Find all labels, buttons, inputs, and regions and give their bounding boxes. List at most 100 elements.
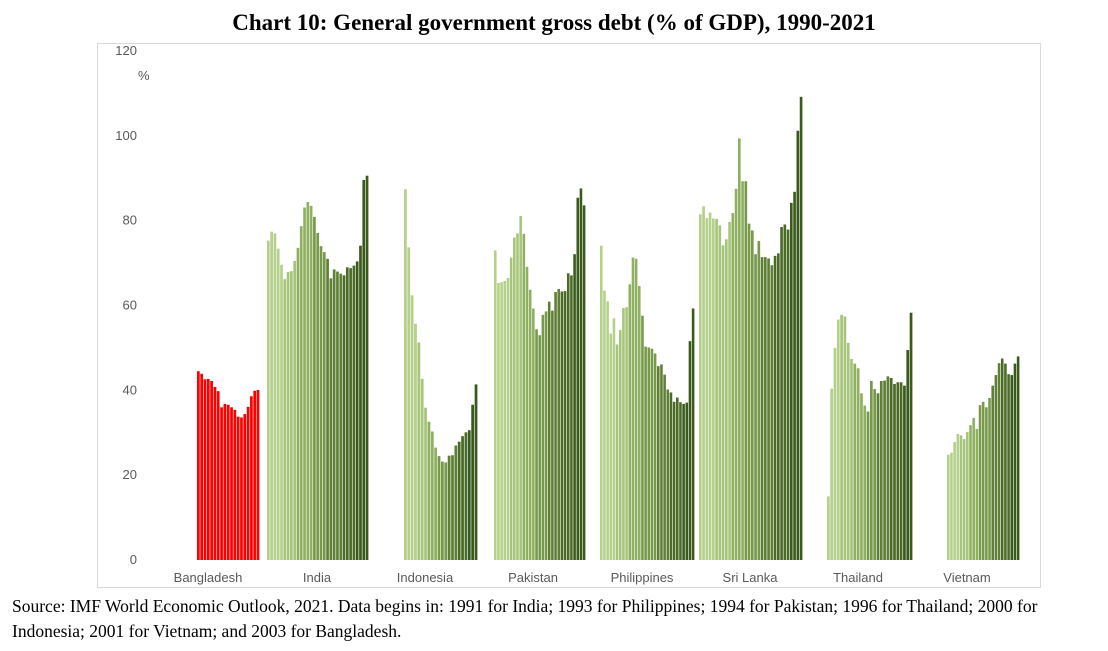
bar-india-1994 xyxy=(276,248,280,560)
bar-indonesia-2019 xyxy=(467,430,471,560)
bar-india-1993 xyxy=(273,233,277,560)
bar-vietnam-2008 xyxy=(969,425,972,560)
bar-sri-lanka-2021 xyxy=(799,96,803,560)
bar-indonesia-2021 xyxy=(474,384,478,560)
bar-vietnam-2015 xyxy=(991,385,994,560)
bar-india-2001 xyxy=(299,226,303,560)
bar-sri-lanka-2020 xyxy=(796,130,800,561)
bar-pakistan-2015 xyxy=(560,291,564,560)
bar-vietnam-2003 xyxy=(953,442,956,560)
bar-philippines-2005 xyxy=(638,285,641,560)
bar-india-2021 xyxy=(365,175,369,560)
bar-sri-lanka-2009 xyxy=(760,257,764,560)
x-tick-label: Bangladesh xyxy=(174,570,243,585)
bar-india-2004 xyxy=(309,205,313,560)
bar-thailand-1998 xyxy=(833,347,837,560)
bar-india-2010 xyxy=(329,278,333,560)
bar-philippines-2009 xyxy=(650,348,654,560)
bar-thailand-2000 xyxy=(840,314,843,560)
bar-thailand-2015 xyxy=(889,378,893,560)
bar-sri-lanka-1994 xyxy=(712,218,715,561)
bar-pakistan-2007 xyxy=(535,329,538,560)
bar-bangladesh-2008 xyxy=(213,386,217,560)
bar-thailand-2001 xyxy=(843,316,847,560)
bar-philippines-1994 xyxy=(603,290,606,560)
bar-philippines-2012 xyxy=(660,364,663,560)
bar-vietnam-2019 xyxy=(1004,363,1007,560)
bar-sri-lanka-2011 xyxy=(767,258,770,560)
bar-philippines-2013 xyxy=(663,374,666,560)
bar-indonesia-2001 xyxy=(407,247,411,560)
bar-thailand-2008 xyxy=(866,411,870,560)
bar-pakistan-2002 xyxy=(519,216,522,560)
bar-vietnam-2002 xyxy=(950,452,953,560)
bar-vietnam-2018 xyxy=(1000,358,1004,560)
bar-sri-lanka-2001 xyxy=(734,188,738,560)
bar-vietnam-2007 xyxy=(966,431,969,560)
bar-india-1999 xyxy=(293,260,297,560)
y-axis-label: % xyxy=(138,68,150,83)
bar-sri-lanka-2003 xyxy=(741,181,744,560)
bar-india-1995 xyxy=(280,264,283,560)
bar-philippines-2010 xyxy=(653,353,657,560)
bar-pakistan-2005 xyxy=(528,289,532,560)
bar-india-2006 xyxy=(316,232,320,560)
bar-bangladesh-2019 xyxy=(250,396,253,560)
y-tick-label: 0 xyxy=(130,552,137,567)
bar-thailand-2010 xyxy=(873,389,877,560)
bar-indonesia-2008 xyxy=(430,431,434,560)
bar-indonesia-2005 xyxy=(420,378,424,560)
bar-pakistan-2001 xyxy=(516,233,519,560)
bar-bangladesh-2006 xyxy=(206,378,210,560)
bar-philippines-2007 xyxy=(644,346,647,560)
bar-philippines-2014 xyxy=(666,389,670,560)
bar-bangladesh-2012 xyxy=(226,404,230,560)
bar-vietnam-2012 xyxy=(981,401,985,560)
bar-philippines-2019 xyxy=(682,403,685,560)
bar-pakistan-2012 xyxy=(551,310,554,560)
bar-pakistan-2004 xyxy=(525,266,529,560)
bar-sri-lanka-2016 xyxy=(783,224,787,561)
bar-india-1998 xyxy=(290,271,293,560)
bar-indonesia-2012 xyxy=(444,462,448,560)
bar-pakistan-2009 xyxy=(541,314,545,560)
bar-indonesia-2003 xyxy=(414,323,417,560)
bar-philippines-2022 xyxy=(691,308,695,560)
bar-india-2013 xyxy=(339,273,343,560)
bar-sri-lanka-1998 xyxy=(725,239,728,560)
bar-vietnam-2005 xyxy=(959,435,963,560)
y-tick-label: 20 xyxy=(123,467,137,482)
bar-india-2002 xyxy=(303,207,306,560)
bar-thailand-2013 xyxy=(883,380,886,560)
bar-pakistan-1998 xyxy=(506,277,510,560)
bar-india-2009 xyxy=(326,258,329,560)
bar-philippines-2003 xyxy=(631,257,635,560)
bar-thailand-1997 xyxy=(830,388,834,560)
bar-sri-lanka-1996 xyxy=(718,225,722,560)
bar-philippines-2002 xyxy=(628,284,632,560)
bar-bangladesh-2013 xyxy=(230,407,233,560)
bar-bangladesh-2016 xyxy=(240,417,243,560)
bar-thailand-2005 xyxy=(856,368,860,560)
bar-bangladesh-2003 xyxy=(197,371,200,560)
bar-bangladesh-2021 xyxy=(256,389,260,560)
bar-vietnam-2009 xyxy=(972,417,975,560)
bar-vietnam-2011 xyxy=(978,405,982,560)
bar-india-1996 xyxy=(283,279,287,560)
bar-thailand-2014 xyxy=(886,376,890,560)
bar-indonesia-2004 xyxy=(417,342,421,560)
bar-india-2005 xyxy=(313,216,316,560)
bar-indonesia-2013 xyxy=(447,455,451,560)
bar-sri-lanka-2004 xyxy=(744,181,748,560)
bar-philippines-2008 xyxy=(647,347,651,560)
x-tick-label: Philippines xyxy=(611,570,674,585)
bar-pakistan-2013 xyxy=(554,291,557,560)
bar-india-2019 xyxy=(359,245,362,560)
bar-india-2011 xyxy=(332,269,336,560)
bar-pakistan-1997 xyxy=(503,280,507,560)
bar-pakistan-1995 xyxy=(497,283,500,560)
bar-thailand-2002 xyxy=(846,342,850,560)
bars xyxy=(197,96,1020,561)
bar-pakistan-2022 xyxy=(582,205,586,560)
bar-philippines-2017 xyxy=(676,397,679,560)
